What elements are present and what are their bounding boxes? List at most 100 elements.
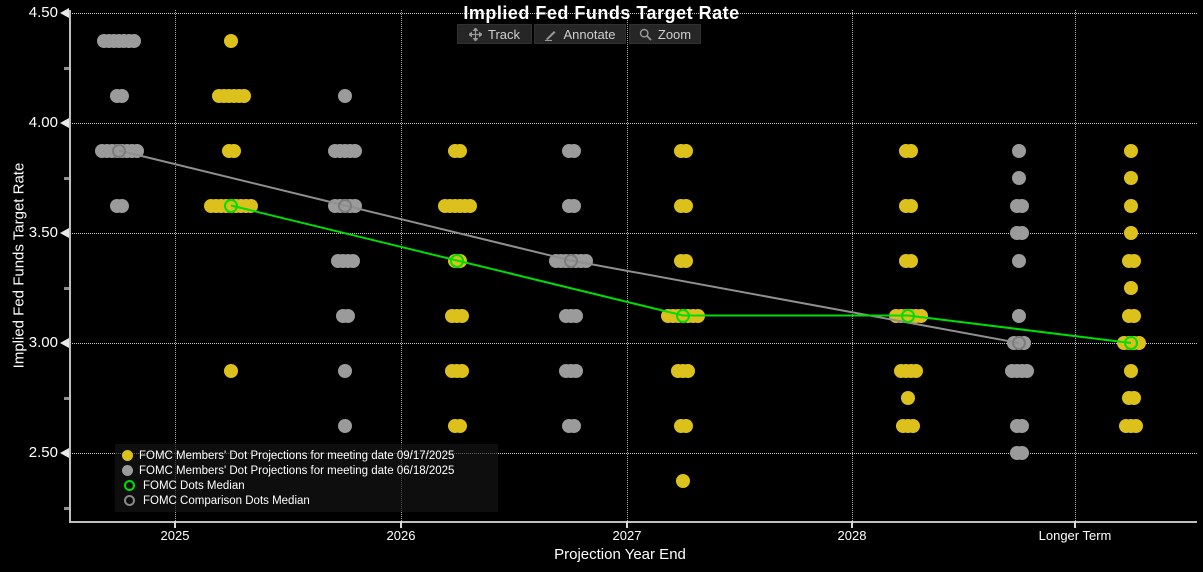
x-axis-tick <box>851 521 853 528</box>
fomc-median-ring <box>676 308 690 323</box>
comparison-dot <box>1012 171 1026 185</box>
y-axis-major-tick <box>60 8 69 18</box>
vertical-gridline <box>401 10 402 521</box>
x-axis-tick <box>400 521 402 528</box>
comparison-dot <box>1014 226 1029 240</box>
y-tick-label: 3.50 <box>28 224 58 241</box>
comparison-dot <box>345 253 360 268</box>
track-button[interactable]: Track <box>457 24 532 44</box>
comparison-dot <box>1012 308 1026 323</box>
horizontal-gridline <box>69 343 1197 344</box>
y-axis-line <box>69 10 71 523</box>
comparison-dot <box>1014 198 1029 213</box>
fomc-dot <box>1124 171 1138 185</box>
fomc-dot <box>676 473 690 488</box>
annotate-button-label: Annotate <box>563 26 616 42</box>
legend-item-label: FOMC Dots Median <box>143 479 245 492</box>
y-axis-minor-tick <box>64 287 69 290</box>
fomc-dot <box>903 198 918 213</box>
legend-item-comparison-dots[interactable]: FOMC Members' Dot Projections for meetin… <box>122 463 454 478</box>
y-tick-label: 2.50 <box>28 444 58 461</box>
horizontal-gridline <box>69 13 1197 14</box>
zoom-button[interactable]: Zoom <box>629 24 701 44</box>
fomc-dot <box>1126 308 1141 323</box>
fomc-dot <box>681 363 695 378</box>
comparison-dot <box>348 143 362 158</box>
fomc-dot <box>906 418 920 433</box>
y-axis-major-tick <box>60 118 69 128</box>
y-axis-minor-tick <box>64 507 69 510</box>
fomc-dot <box>1124 226 1138 240</box>
legend-item-label: FOMC Members' Dot Projections for meetin… <box>139 464 455 477</box>
y-axis-major-tick <box>60 228 69 238</box>
comparison-dot <box>127 33 141 48</box>
comparison-dot <box>566 418 581 433</box>
fomc-median-ring <box>224 198 238 213</box>
comparison-dot <box>338 363 352 378</box>
comparison-median-ring <box>1012 336 1026 350</box>
track-icon <box>468 27 482 41</box>
x-axis-title: Projection Year End <box>554 546 686 563</box>
comparison-dot <box>1012 253 1026 268</box>
x-tick-label: Longer Term <box>1038 528 1112 543</box>
y-tick-label: 3.00 <box>28 334 58 351</box>
y-axis-major-tick <box>60 338 69 348</box>
fomc-median-ring <box>901 308 915 323</box>
fomc-dot <box>224 33 238 48</box>
dots-median-swatch <box>124 480 135 491</box>
comparison-dot <box>1014 418 1029 433</box>
comparison-median-ring <box>338 198 352 213</box>
fomc-dot <box>678 198 693 213</box>
fomc-dot <box>224 363 238 378</box>
zoom-icon <box>639 28 652 41</box>
x-axis-tick <box>1074 521 1076 528</box>
x-axis-line <box>69 521 1197 523</box>
fomc-dot <box>452 418 467 433</box>
fomc-median-ring <box>1124 336 1138 350</box>
fomc-dot <box>1124 281 1138 295</box>
comparison-dot <box>1019 363 1034 378</box>
legend-item-label: FOMC Comparison Dots Median <box>143 494 310 507</box>
comparison-dot <box>566 143 581 158</box>
comparison-median-swatch <box>124 495 135 506</box>
comparison-dot <box>114 198 129 213</box>
comparison-dot <box>569 363 583 378</box>
comparison-median-ring <box>564 253 578 268</box>
x-axis-tick <box>174 521 176 528</box>
fomc-dot <box>1126 391 1141 405</box>
vertical-gridline <box>1075 10 1076 521</box>
legend-item-label: FOMC Members' Dot Projections for meetin… <box>139 449 455 462</box>
x-axis-tick <box>626 521 628 528</box>
zoom-button-label: Zoom <box>657 26 692 42</box>
comparison-dot <box>340 308 355 323</box>
legend-item-dots-median[interactable]: FOMC Dots Median <box>122 478 245 493</box>
fomc-dot <box>455 363 469 378</box>
comparison-median-line <box>118 149 1020 344</box>
y-tick-label: 4.50 <box>28 4 58 21</box>
x-tick-label: 2028 <box>837 528 867 543</box>
legend-item-current-dots[interactable]: FOMC Members' Dot Projections for meetin… <box>122 448 454 463</box>
x-tick-label: 2027 <box>612 528 642 543</box>
legend-item-comparison-median[interactable]: FOMC Comparison Dots Median <box>122 493 310 508</box>
comparison-dot <box>569 308 583 323</box>
fomc-median-ring <box>450 253 464 268</box>
y-tick-label: 4.00 <box>28 114 58 131</box>
annotate-icon <box>545 30 556 41</box>
annotate-button[interactable]: Annotate <box>534 24 626 44</box>
fomc-dot <box>452 143 467 158</box>
fomc-dot <box>678 418 693 433</box>
fomc-dot <box>678 253 693 268</box>
fomc-dot <box>236 88 251 103</box>
y-axis-minor-tick <box>64 67 69 70</box>
y-axis-minor-tick <box>64 397 69 400</box>
vertical-gridline <box>852 10 853 521</box>
comparison-dot <box>338 88 352 103</box>
x-tick-label: 2025 <box>160 528 190 543</box>
current-dots-swatch <box>122 450 133 461</box>
fomc-dot <box>678 143 693 158</box>
y-axis-minor-tick <box>64 177 69 180</box>
horizontal-gridline <box>69 123 1197 124</box>
x-tick-label: 2026 <box>386 528 416 543</box>
comparison-median-ring <box>112 143 126 158</box>
